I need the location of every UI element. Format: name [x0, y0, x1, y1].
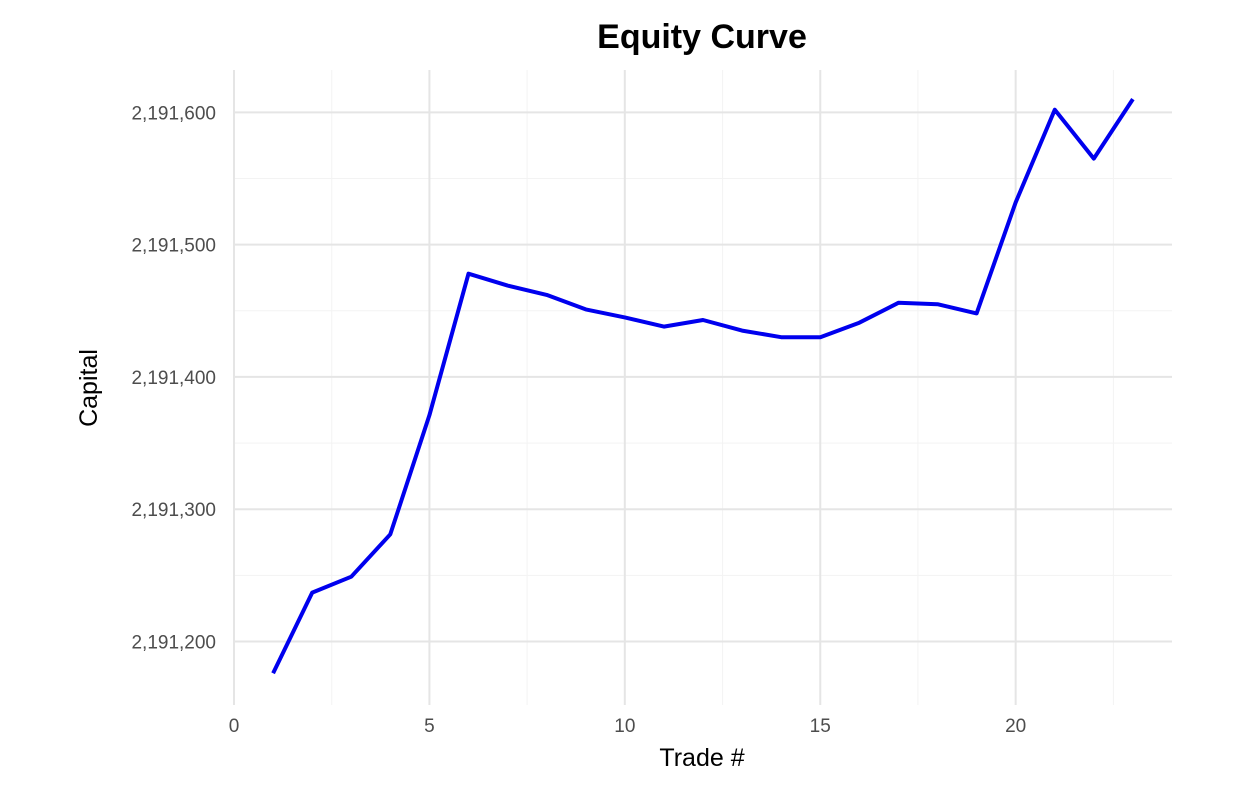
y-tick-label: 2,191,200 [131, 633, 216, 654]
chart-title: Equity Curve [597, 18, 807, 56]
x-tick-label: 15 [810, 716, 831, 737]
x-tick-label: 0 [229, 716, 240, 737]
y-tick-label: 2,191,600 [131, 103, 216, 124]
x-axis-ticks: 0 5 10 15 20 [229, 716, 1027, 737]
y-tick-label: 2,191,500 [131, 236, 216, 257]
major-gridlines [233, 70, 1172, 705]
x-axis-label: Trade # [659, 744, 744, 772]
y-axis-label: Capital [75, 349, 103, 427]
x-tick-label: 20 [1005, 716, 1026, 737]
y-tick-label: 2,191,400 [131, 368, 216, 389]
x-tick-label: 10 [614, 716, 635, 737]
equity-series-line [271, 98, 1135, 675]
series-layer [271, 98, 1135, 675]
y-tick-label: 2,191,300 [131, 500, 216, 521]
y-axis-ticks: 2,191,200 2,191,300 2,191,400 2,191,500 2,19… [131, 103, 216, 653]
x-tick-label: 5 [424, 716, 435, 737]
